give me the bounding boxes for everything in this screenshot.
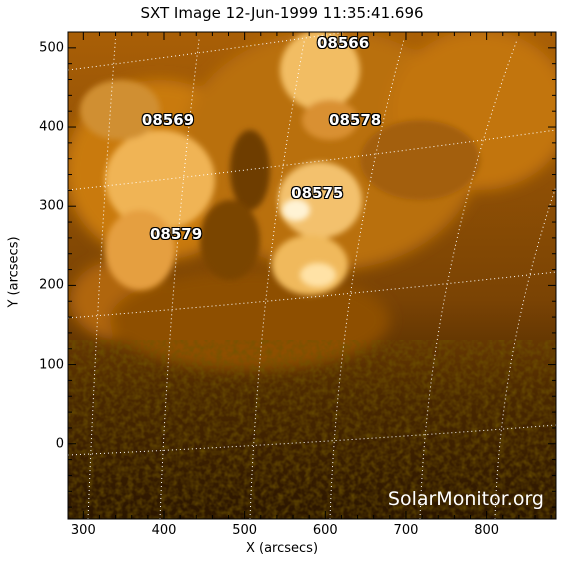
y-tick-label: 500: [39, 40, 64, 56]
axis-tick-marks: [68, 31, 556, 519]
x-tick-label: 700: [393, 523, 419, 538]
grid-line: [494, 184, 556, 519]
y-tick-label: 400: [39, 119, 64, 135]
y-tick-label: 200: [39, 277, 64, 293]
x-tick-label: 300: [70, 523, 96, 538]
y-tick-label: 300: [39, 198, 64, 214]
x-tick-label: 400: [151, 523, 177, 538]
grid-line: [68, 271, 556, 319]
x-tick-label: 800: [474, 523, 500, 538]
y-axis-label: Y (arcsecs): [6, 236, 22, 308]
grid-line: [87, 38, 116, 519]
active-region-label: 08579: [149, 224, 203, 243]
x-axis-label: X (arcsecs): [245, 541, 319, 556]
active-region-label: 08569: [141, 110, 195, 129]
grid-line: [68, 424, 556, 456]
x-tick-label: 500: [232, 523, 258, 538]
active-region-label: 08578: [329, 110, 382, 129]
active-region-label: 08566: [316, 33, 370, 52]
y-tick-label: 0: [55, 436, 64, 452]
heliographic-grid: [68, 32, 556, 519]
image-title: SXT Image 12-Jun-1999 11:35:41.696: [140, 4, 424, 22]
grid-line: [329, 38, 405, 519]
plot-frame: [67, 31, 557, 520]
solar-image-area: [68, 32, 556, 519]
y-tick-label: 100: [39, 357, 64, 373]
x-tick-label: 600: [312, 523, 338, 538]
grid-line: [249, 38, 306, 519]
grid-line: [159, 38, 200, 519]
active-region-label: 08575: [291, 183, 344, 202]
solarmonitor-watermark: SolarMonitor.org: [387, 488, 544, 510]
grid-line: [419, 38, 518, 519]
